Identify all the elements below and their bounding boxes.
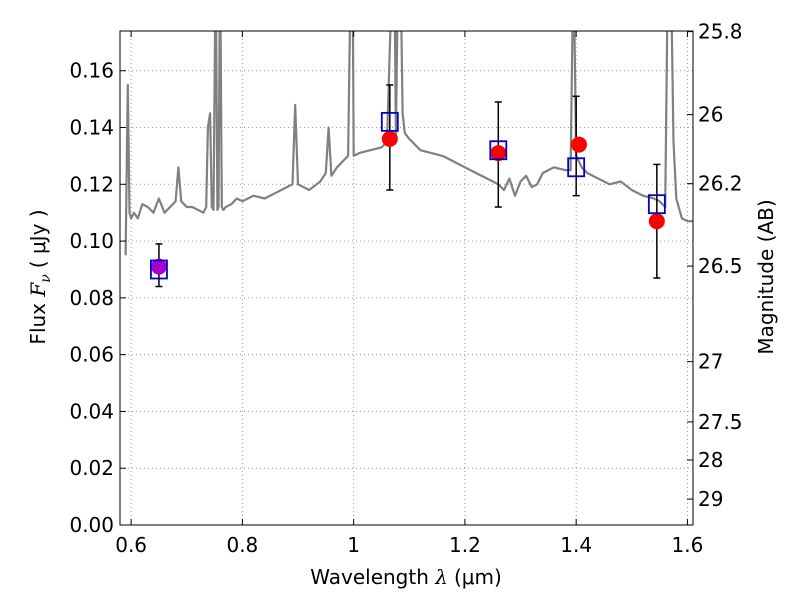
y-axis-label-nu: ν xyxy=(38,274,54,283)
tick-layer: 0.6 0.8 1 1.2 1.4 1.6 0.00 0.02 0.04 0.06 0.08 0.10… xyxy=(69,20,742,557)
y-axis-label-unit: ( μJy ) xyxy=(26,209,50,268)
model-point xyxy=(647,194,666,215)
mag-tick-label: 29 xyxy=(698,487,723,511)
x-tick-label: 1 xyxy=(347,533,360,557)
mag-tick-label: 27.5 xyxy=(698,410,743,434)
y-tick-label: 0.06 xyxy=(69,343,114,367)
y-tick-label: 0.10 xyxy=(69,229,114,253)
x-tick-label: 0.8 xyxy=(226,533,258,557)
observed-point xyxy=(490,145,507,162)
plot-frame xyxy=(119,30,694,526)
y-tick-label: 0.00 xyxy=(69,513,114,537)
y-axis-label: Flux Fν ( μJy ) xyxy=(26,209,54,344)
errorbar-layer xyxy=(155,84,661,288)
observed-point xyxy=(570,136,587,153)
x-tick-label: 1.2 xyxy=(449,533,481,557)
grid-lines xyxy=(120,31,693,526)
y-tick-label: 0.16 xyxy=(69,59,114,83)
mag-tick-label: 26.5 xyxy=(698,254,743,278)
mag-tick-label: 25.8 xyxy=(698,20,743,44)
spectrum-layer xyxy=(124,31,693,256)
y-axis-label-F: F xyxy=(26,282,50,298)
x-axis-label: Wavelength λ (μm) xyxy=(310,565,502,589)
x-axis-label-unit: (μm) xyxy=(454,565,502,589)
mag-tick-label: 26 xyxy=(698,103,723,127)
model-point xyxy=(150,259,168,280)
y-tick-label: 0.14 xyxy=(69,116,114,140)
x-axis-label-lambda: λ xyxy=(434,565,448,589)
mag-tick-label: 27 xyxy=(698,350,723,374)
observed-point xyxy=(648,213,665,230)
observed-point xyxy=(381,130,398,147)
spectrum-line xyxy=(124,31,693,256)
model-point xyxy=(489,140,508,161)
mag-tick-label: 28 xyxy=(698,448,723,472)
y-axis-label-text: Flux xyxy=(26,297,50,345)
y-tick-label: 0.04 xyxy=(69,399,114,423)
x-tick-label: 0.6 xyxy=(115,533,147,557)
y2-axis-label: Magnitude (AB) xyxy=(754,199,778,354)
y-tick-label: 0.02 xyxy=(69,456,114,480)
observed-point xyxy=(150,258,167,275)
y-tick-label: 0.08 xyxy=(69,286,114,310)
model-point xyxy=(567,157,586,178)
point-layer xyxy=(150,111,666,280)
x-tick-label: 1.6 xyxy=(672,533,704,557)
model-point xyxy=(380,111,399,132)
x-axis-label-text: Wavelength xyxy=(310,565,435,589)
mag-tick-label: 26.2 xyxy=(698,172,743,196)
x-tick-label: 1.4 xyxy=(560,533,592,557)
y-tick-label: 0.12 xyxy=(69,172,114,196)
